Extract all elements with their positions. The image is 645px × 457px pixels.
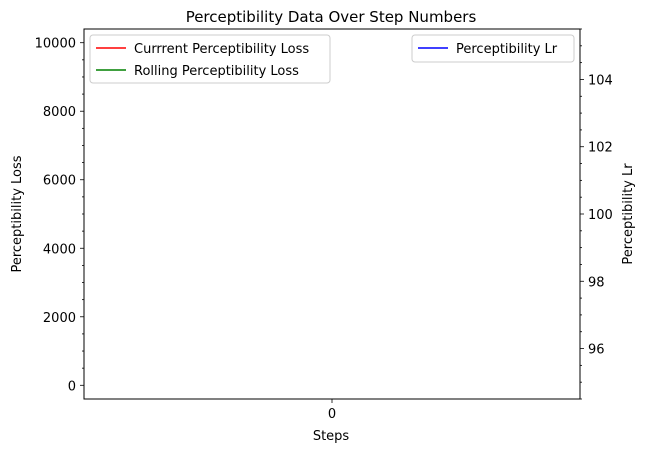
legend-label-lr: Perceptibility Lr: [456, 42, 558, 57]
legend-upper-left: Currrent Perceptibility Loss Rolling Per…: [89, 34, 331, 84]
right-y-axis: 96 98 100 102 104: [580, 28, 613, 400]
right-y-tick-label: 102: [588, 141, 613, 156]
right-y-tick-label: 98: [588, 275, 605, 290]
left-y-tick-label: 8000: [43, 105, 76, 120]
x-axis: 0: [328, 399, 336, 422]
right-y-tick-label: 104: [588, 73, 613, 88]
x-tick-label: 0: [328, 407, 336, 422]
left-y-tick-label: 4000: [43, 242, 76, 257]
legend-box: [89, 34, 331, 84]
left-y-tick-label: 10000: [35, 37, 76, 52]
x-axis-label: Steps: [313, 429, 350, 444]
legend-label-rolling-loss: Rolling Perceptibility Loss: [134, 64, 299, 79]
right-y-tick-label: 96: [588, 343, 605, 358]
chart-title: Perceptibility Data Over Step Numbers: [186, 8, 477, 26]
legend-box: [411, 34, 575, 63]
legend-label-current-loss: Currrent Perceptibility Loss: [134, 42, 309, 57]
left-y-axis-label: Perceptibility Loss: [10, 155, 25, 272]
left-y-tick-label: 0: [68, 379, 76, 394]
left-y-tick-label: 2000: [43, 311, 76, 326]
left-y-axis: 0 2000 4000 6000 8000 10000: [35, 37, 84, 394]
right-y-axis-label: Perceptibility Lr: [621, 163, 636, 265]
left-y-tick-label: 6000: [43, 174, 76, 189]
legend-upper-right: Perceptibility Lr: [411, 34, 575, 63]
right-y-tick-label: 100: [588, 208, 613, 223]
